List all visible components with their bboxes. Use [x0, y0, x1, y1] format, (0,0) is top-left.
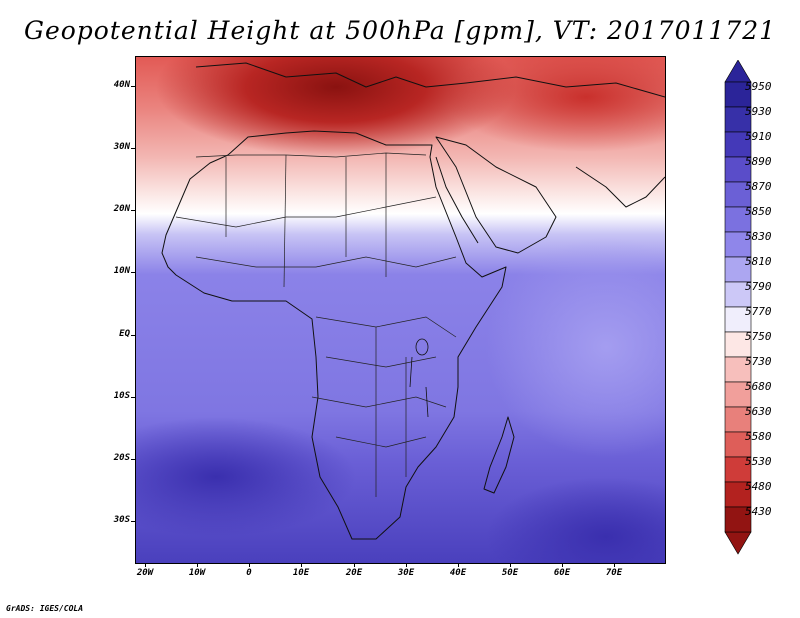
red-sea-coastline — [435, 156, 479, 244]
legend-label: 5950 — [745, 80, 772, 93]
legend-label: 5830 — [745, 230, 772, 243]
map-panel — [135, 56, 666, 564]
color-bar-swatch — [724, 506, 752, 533]
color-bar-swatch — [724, 206, 752, 233]
legend-label: 5430 — [745, 505, 772, 518]
lon-label-60e: 60E — [553, 568, 571, 578]
lon-label-10e: 10E — [292, 568, 310, 578]
color-bar-swatch — [724, 306, 752, 333]
lat-tick — [131, 397, 135, 398]
lon-tick — [406, 563, 407, 567]
legend-label: 5790 — [745, 280, 772, 293]
lat-tick — [131, 86, 135, 87]
lat-label-10s: 10S — [113, 391, 130, 401]
lon-label-70e: 70E — [605, 568, 623, 578]
lat-tick — [131, 459, 135, 460]
lon-tick — [249, 563, 250, 567]
legend-label: 5630 — [745, 405, 772, 418]
color-bar-swatch — [724, 106, 752, 133]
lat-label-20n: 20N — [113, 204, 130, 214]
lon-tick — [614, 563, 615, 567]
southwest-low-shading — [136, 417, 356, 537]
color-bar-swatch — [724, 431, 752, 458]
europe-coastline — [195, 62, 665, 98]
lat-label-eq: EQ — [119, 329, 130, 339]
lon-label-10w: 10W — [188, 568, 206, 578]
lat-tick — [131, 335, 135, 336]
legend-label: 5680 — [745, 380, 772, 393]
lat-tick — [131, 272, 135, 273]
lat-label-30n: 30N — [113, 142, 130, 152]
color-bar-swatch — [724, 356, 752, 383]
legend-label: 5870 — [745, 180, 772, 193]
subtropical-ridge-shading — [156, 57, 516, 157]
legend-label: 5930 — [745, 105, 772, 118]
lat-label-20s: 20S — [113, 453, 130, 463]
legend-label: 5580 — [745, 430, 772, 443]
lon-tick — [145, 563, 146, 567]
color-bar-swatch — [724, 156, 752, 183]
lon-label-20w: 20W — [136, 568, 154, 578]
color-bar-swatch — [724, 381, 752, 408]
lon-tick — [458, 563, 459, 567]
lon-label-20e: 20E — [345, 568, 363, 578]
legend-label: 5890 — [745, 155, 772, 168]
legend-label: 5750 — [745, 330, 772, 343]
lon-label-30e: 30E — [397, 568, 415, 578]
legend-label: 5770 — [745, 305, 772, 318]
country-borders — [175, 152, 457, 497]
legend-label: 5730 — [745, 355, 772, 368]
color-bar — [724, 60, 752, 555]
color-bar-swatch — [724, 331, 752, 358]
lon-label-50e: 50E — [501, 568, 519, 578]
lon-tick — [510, 563, 511, 567]
lon-tick — [354, 563, 355, 567]
africa-coastline — [161, 130, 507, 540]
indian-ocean-high-shading — [486, 237, 665, 457]
lon-tick — [301, 563, 302, 567]
color-bar-bottom-arrow — [724, 531, 752, 555]
lon-tick — [562, 563, 563, 567]
color-bar-swatch — [724, 256, 752, 283]
coastlines — [161, 62, 665, 540]
legend-label: 5480 — [745, 480, 772, 493]
southeast-low-shading — [486, 477, 665, 563]
legend-label: 5810 — [745, 255, 772, 268]
color-bar-swatch — [724, 81, 752, 108]
india-coastline — [575, 166, 665, 208]
lat-tick — [131, 521, 135, 522]
color-bar-swatch — [724, 406, 752, 433]
credit-label: GrADS: IGES/COLA — [6, 604, 84, 613]
color-bar-swatch — [724, 281, 752, 308]
color-bar-top-arrow — [724, 60, 752, 83]
geopotential-map — [136, 57, 665, 563]
legend-label: 5910 — [745, 130, 772, 143]
ridge-east-shading — [446, 57, 665, 152]
color-bar-swatch — [724, 231, 752, 258]
lat-label-10n: 10N — [113, 266, 130, 276]
color-bar-swatch — [724, 181, 752, 208]
lon-label-0: 0 — [246, 568, 252, 578]
lakes — [409, 338, 429, 418]
legend-label: 5530 — [745, 455, 772, 468]
lat-label-40n: 40N — [113, 80, 130, 90]
lat-label-30s: 30S — [113, 515, 130, 525]
color-bar-swatch — [724, 481, 752, 508]
lon-label-40e: 40E — [449, 568, 467, 578]
legend-label: 5850 — [745, 205, 772, 218]
color-bar-swatch — [724, 456, 752, 483]
lon-tick — [197, 563, 198, 567]
lat-tick — [131, 148, 135, 149]
map-title: Geopotential Height at 500hPa [gpm], VT:… — [23, 16, 777, 45]
arabia-coastline — [435, 136, 557, 254]
lat-tick — [131, 210, 135, 211]
madagascar-coastline — [483, 416, 515, 494]
